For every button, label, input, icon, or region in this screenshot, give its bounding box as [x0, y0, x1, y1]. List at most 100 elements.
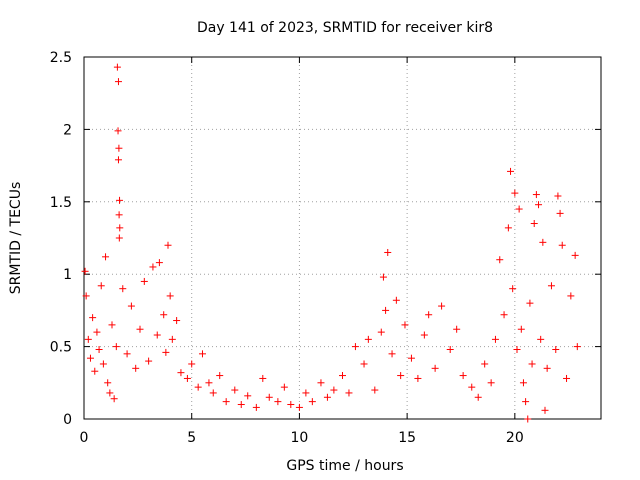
data-point [425, 311, 433, 319]
data-point [265, 393, 273, 401]
y-tick-label: 1.5 [50, 195, 72, 211]
data-point [543, 364, 551, 372]
data-point [351, 343, 359, 351]
data-point [509, 285, 517, 293]
data-point [556, 209, 564, 217]
data-point [113, 63, 121, 71]
data-point [145, 357, 153, 365]
data-point [526, 299, 534, 307]
data-point [522, 398, 530, 406]
data-point [379, 273, 387, 281]
data-point [183, 374, 191, 382]
data-point [535, 201, 543, 209]
y-tick-label: 2 [63, 122, 72, 138]
data-point [515, 205, 523, 213]
data-point [106, 389, 114, 397]
data-point [397, 372, 405, 380]
data-point [504, 224, 512, 232]
data-point [474, 393, 482, 401]
data-point [558, 241, 566, 249]
data-point [99, 360, 107, 368]
data-point [377, 328, 385, 336]
x-tick-label: 10 [291, 430, 309, 446]
data-point [401, 321, 409, 329]
data-point [280, 383, 288, 391]
data-point [453, 325, 461, 333]
data-point [438, 302, 446, 310]
data-point [116, 196, 124, 204]
data-point [102, 253, 110, 261]
data-point [91, 367, 99, 375]
data-point [392, 296, 400, 304]
data-point [198, 350, 206, 358]
data-point [407, 354, 415, 362]
data-point [149, 263, 157, 271]
x-tick-label: 20 [506, 430, 524, 446]
y-tick-label: 0.5 [50, 340, 72, 356]
data-point [339, 372, 346, 380]
data-point [487, 379, 495, 387]
data-point [237, 401, 245, 409]
data-points [81, 63, 581, 423]
data-point [104, 379, 112, 387]
data-point [524, 415, 532, 423]
data-point [330, 386, 338, 394]
y-tick-label: 0 [63, 412, 72, 428]
grid-lines [84, 57, 601, 419]
data-point [519, 379, 527, 387]
data-point [259, 374, 267, 382]
data-point [136, 325, 144, 333]
x-tick-label: 5 [187, 430, 196, 446]
data-point [112, 343, 120, 351]
data-point [481, 360, 489, 368]
data-point [345, 389, 353, 397]
data-point [216, 372, 224, 380]
data-point [209, 389, 217, 397]
data-point [517, 325, 525, 333]
data-point [95, 345, 103, 353]
data-point [114, 156, 122, 164]
data-point [97, 282, 105, 290]
data-point [110, 395, 118, 403]
data-point [153, 331, 161, 339]
data-point [547, 282, 555, 290]
data-point [188, 360, 196, 368]
data-point [114, 127, 122, 135]
data-point [140, 277, 148, 285]
data-point [244, 392, 252, 400]
data-point [84, 335, 92, 343]
data-point [205, 379, 213, 387]
data-point [168, 335, 176, 343]
y-axis-label: SRMTID / TECUs [8, 182, 24, 295]
data-point [252, 403, 260, 411]
data-point [93, 328, 101, 336]
data-point [388, 350, 396, 358]
x-tick-label: 0 [80, 430, 89, 446]
data-point [114, 78, 122, 86]
data-point [371, 386, 379, 394]
data-point [295, 403, 303, 411]
data-point [554, 192, 562, 200]
data-point [431, 364, 439, 372]
data-point [160, 311, 168, 319]
data-point [108, 321, 116, 329]
x-axis-label: GPS time / hours [286, 458, 403, 474]
data-point [115, 144, 123, 152]
data-point [539, 238, 547, 246]
data-point [414, 374, 422, 382]
data-point [500, 311, 508, 319]
data-point [573, 343, 581, 351]
data-point [552, 345, 560, 353]
data-point [496, 256, 504, 264]
data-point [364, 335, 372, 343]
data-point [511, 189, 519, 197]
y-tick-label: 1 [63, 267, 72, 283]
data-point [323, 393, 331, 401]
data-point [507, 167, 515, 175]
data-point [530, 220, 538, 228]
data-point [360, 360, 368, 368]
data-point [468, 383, 476, 391]
data-point [162, 348, 170, 356]
data-point [127, 302, 135, 310]
